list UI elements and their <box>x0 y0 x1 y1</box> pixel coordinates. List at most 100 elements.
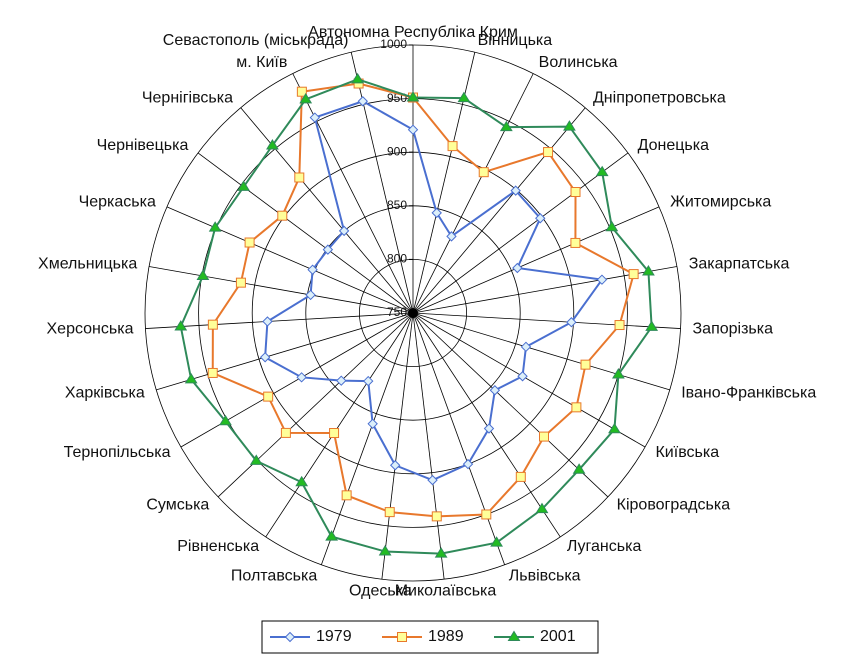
spoke <box>381 312 414 580</box>
spoke <box>412 312 609 498</box>
marker <box>357 96 369 107</box>
marker <box>389 460 401 471</box>
marker <box>434 547 448 558</box>
category-label: Вінницька <box>478 32 553 49</box>
tick-label: 1000 <box>380 37 407 51</box>
marker <box>207 319 218 330</box>
category-label: Київська <box>655 444 719 461</box>
marker <box>580 359 591 370</box>
marker <box>384 507 395 518</box>
spoke <box>265 312 414 538</box>
series-line <box>211 82 635 518</box>
marker <box>244 237 255 248</box>
marker <box>351 72 365 84</box>
category-label: Чернівецька <box>97 137 189 154</box>
marker <box>612 368 625 379</box>
category-label: Тернопільська <box>64 444 171 461</box>
marker <box>329 428 340 439</box>
marker <box>235 277 246 288</box>
marker <box>397 632 407 642</box>
marker <box>628 269 639 280</box>
marker <box>483 423 495 434</box>
marker <box>608 422 621 434</box>
spoke <box>412 312 670 391</box>
category-label: Кіровоградська <box>617 496 731 513</box>
marker <box>277 210 288 221</box>
marker <box>481 509 492 520</box>
marker <box>462 458 474 470</box>
spoke <box>217 312 414 498</box>
category-label: Чернігівська <box>142 90 233 107</box>
spoke <box>292 73 414 314</box>
spoke <box>145 312 414 329</box>
spoke <box>320 312 414 565</box>
marker <box>336 375 347 386</box>
category-label: Миколаївська <box>395 582 497 599</box>
spoke <box>350 52 414 314</box>
legend-label: 1989 <box>428 628 464 645</box>
spoke <box>412 206 660 314</box>
marker <box>196 269 210 280</box>
marker <box>208 221 222 232</box>
marker <box>378 545 392 556</box>
category-label: Львівська <box>509 567 581 584</box>
spoke <box>180 312 414 448</box>
series-line <box>264 100 604 482</box>
marker <box>263 391 274 402</box>
marker <box>510 185 521 196</box>
marker <box>266 139 279 150</box>
marker <box>307 264 318 275</box>
spoke <box>412 107 586 314</box>
marker <box>478 167 489 178</box>
legend-box <box>261 620 599 654</box>
marker <box>305 289 316 301</box>
spoke <box>166 206 414 314</box>
marker <box>431 207 442 219</box>
marker <box>507 630 521 641</box>
spoke <box>412 312 681 329</box>
spoke <box>412 73 534 314</box>
tick-label: 900 <box>387 144 407 158</box>
category-label: Закарпатська <box>689 256 790 273</box>
marker <box>570 237 581 248</box>
center-dot <box>408 308 418 318</box>
spoke <box>149 266 414 314</box>
marker <box>520 341 532 353</box>
marker <box>515 471 526 482</box>
marker <box>249 454 263 465</box>
tick-label: 850 <box>387 198 407 212</box>
marker <box>535 502 549 514</box>
category-label: Сумська <box>146 496 209 513</box>
marker <box>299 92 313 104</box>
spoke <box>412 312 506 565</box>
marker <box>322 244 334 255</box>
marker <box>645 320 659 331</box>
marker <box>447 141 458 152</box>
category-label: Дніпропетровська <box>593 90 726 107</box>
marker <box>490 536 503 547</box>
category-label: Запорізька <box>693 320 774 337</box>
marker <box>294 172 305 183</box>
spoke <box>156 312 414 391</box>
category-label: Житомирська <box>670 193 771 210</box>
marker <box>296 372 307 383</box>
category-label: Одеська <box>349 582 412 599</box>
marker <box>341 490 352 501</box>
marker <box>538 431 549 442</box>
category-label: Черкаська <box>79 193 156 210</box>
marker <box>325 530 338 541</box>
marker <box>596 274 608 285</box>
marker <box>184 372 198 384</box>
marker <box>605 220 619 232</box>
marker <box>566 317 577 328</box>
spoke <box>412 312 445 580</box>
category-label: Волинська <box>539 54 618 71</box>
category-label: Івано-Франківська <box>681 385 816 402</box>
legend-label: 1979 <box>316 628 352 645</box>
marker <box>595 165 609 177</box>
spoke <box>412 312 561 538</box>
category-label: Автономна Республіка Крим <box>308 24 518 41</box>
tick-label: 750 <box>387 305 407 319</box>
category-label: Рівненська <box>177 538 259 555</box>
